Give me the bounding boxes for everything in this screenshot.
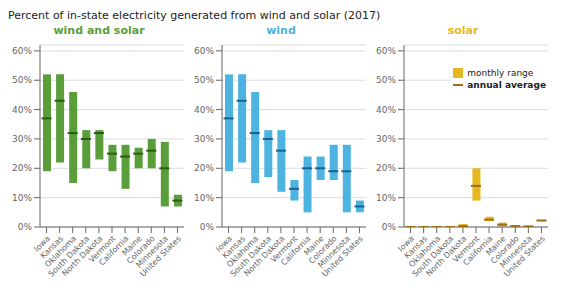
svg-text:Minnesota: Minnesota — [316, 234, 352, 270]
svg-text:North Dakota: North Dakota — [60, 234, 105, 279]
svg-text:0%: 0% — [200, 222, 215, 232]
svg-text:60%: 60% — [376, 46, 396, 56]
svg-text:20%: 20% — [12, 163, 32, 173]
svg-text:California: California — [279, 234, 313, 268]
svg-text:United States: United States — [502, 234, 547, 279]
svg-text:Minnesota: Minnesota — [134, 234, 170, 270]
html-text:wind and solar: wind and solar — [53, 24, 145, 37]
svg-text:Kansas: Kansas — [220, 234, 248, 261]
svg-text:Oklahoma: Oklahoma — [407, 234, 443, 270]
svg-text:50%: 50% — [194, 75, 214, 85]
svg-text:North Dakota: North Dakota — [424, 234, 469, 279]
svg-text:United States: United States — [320, 234, 365, 279]
svg-text:South Dakota: South Dakota — [410, 234, 456, 279]
svg-text:Minnesota: Minnesota — [498, 234, 534, 270]
svg-text:60%: 60% — [12, 46, 32, 56]
svg-text:Vermont: Vermont — [451, 234, 482, 265]
html-text:monthly range: monthly range — [467, 68, 534, 78]
svg-text:Iowa: Iowa — [396, 234, 416, 254]
svg-text:30%: 30% — [376, 134, 396, 144]
svg-text:Colorado: Colorado — [125, 234, 157, 266]
svg-text:10%: 10% — [376, 193, 396, 203]
svg-text:North Dakota: North Dakota — [242, 234, 287, 279]
svg-text:0%: 0% — [18, 222, 33, 232]
html-text:solar: solar — [447, 24, 479, 37]
svg-text:Oklahoma: Oklahoma — [225, 234, 261, 270]
svg-text:40%: 40% — [376, 105, 396, 115]
html-text:annual average: annual average — [467, 80, 546, 90]
svg-text:Maine: Maine — [302, 234, 326, 258]
svg-text:Kansas: Kansas — [38, 234, 66, 261]
svg-text:Vermont: Vermont — [87, 234, 118, 265]
html-text:Percent of in-state electricit: Percent of in-state electricity generate… — [8, 9, 381, 22]
svg-text:20%: 20% — [376, 163, 396, 173]
svg-text:0%: 0% — [382, 222, 397, 232]
svg-text:Maine: Maine — [120, 234, 144, 258]
svg-text:10%: 10% — [12, 193, 32, 203]
svg-text:Oklahoma: Oklahoma — [43, 234, 79, 270]
svg-text:Vermont: Vermont — [269, 234, 300, 265]
svg-text:South Dakota: South Dakota — [228, 234, 274, 279]
svg-text:Kansas: Kansas — [402, 234, 430, 261]
svg-text:30%: 30% — [194, 134, 214, 144]
svg-text:50%: 50% — [376, 75, 396, 85]
svg-text:United States: United States — [138, 234, 183, 279]
svg-text:South Dakota: South Dakota — [46, 234, 92, 279]
svg-text:Maine: Maine — [484, 234, 508, 258]
svg-text:Colorado: Colorado — [307, 234, 339, 266]
svg-text:Iowa: Iowa — [214, 234, 234, 254]
svg-text:California: California — [97, 234, 131, 268]
svg-text:20%: 20% — [194, 163, 214, 173]
svg-text:10%: 10% — [194, 193, 214, 203]
svg-text:Colorado: Colorado — [489, 234, 521, 266]
svg-text:50%: 50% — [12, 75, 32, 85]
svg-text:30%: 30% — [12, 134, 32, 144]
svg-text:40%: 40% — [194, 105, 214, 115]
html-text:wind: wind — [266, 24, 296, 37]
svg-text:Iowa: Iowa — [32, 234, 52, 254]
svg-text:40%: 40% — [12, 105, 32, 115]
svg-text:California: California — [461, 234, 495, 268]
svg-text:60%: 60% — [194, 46, 214, 56]
